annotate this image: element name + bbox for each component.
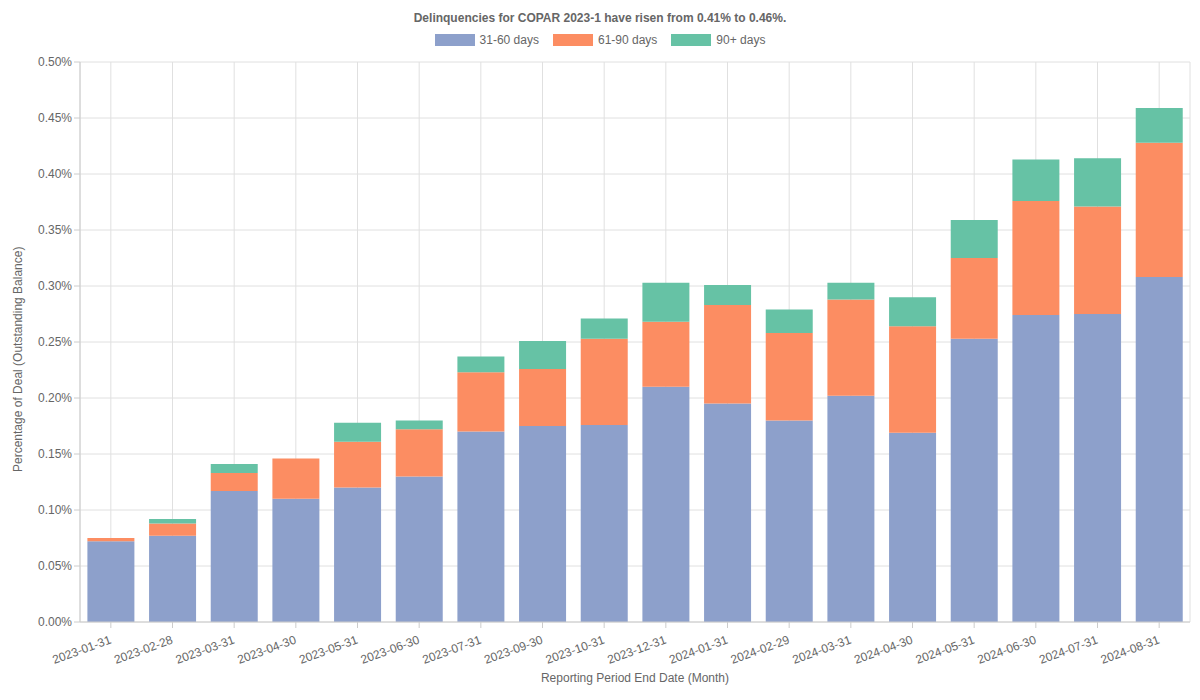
svg-text:2023-02-28: 2023-02-28: [112, 633, 175, 667]
svg-text:0.25%: 0.25%: [38, 335, 72, 349]
svg-text:2024-06-30: 2024-06-30: [975, 633, 1038, 667]
svg-text:2024-04-30: 2024-04-30: [852, 633, 915, 667]
html-text:90+ days: 90+ days: [716, 33, 766, 47]
svg-text:2023-05-31: 2023-05-31: [297, 633, 360, 667]
svg-text:0.05%: 0.05%: [38, 559, 72, 573]
svg-text:0.45%: 0.45%: [38, 111, 72, 125]
svg-text:0.40%: 0.40%: [38, 167, 72, 181]
html-text:61-90 days: 61-90 days: [598, 33, 658, 47]
svg-text:0.30%: 0.30%: [38, 279, 72, 293]
svg-text:2024-03-31: 2024-03-31: [790, 633, 853, 667]
svg-text:0.50%: 0.50%: [38, 55, 72, 69]
svg-text:0.10%: 0.10%: [38, 503, 72, 517]
svg-text:2023-09-30: 2023-09-30: [482, 633, 545, 667]
svg-text:Reporting Period End Date (Mon: Reporting Period End Date (Month): [541, 671, 729, 685]
svg-text:0.20%: 0.20%: [38, 391, 72, 405]
svg-text:2023-10-31: 2023-10-31: [544, 633, 607, 667]
svg-text:2023-01-31: 2023-01-31: [50, 633, 113, 667]
svg-text:2024-07-31: 2024-07-31: [1037, 633, 1100, 667]
svg-text:2024-05-31: 2024-05-31: [914, 633, 977, 667]
svg-text:2023-12-31: 2023-12-31: [605, 633, 668, 667]
svg-text:0.35%: 0.35%: [38, 223, 72, 237]
svg-text:2023-04-30: 2023-04-30: [235, 633, 298, 667]
svg-text:2023-06-30: 2023-06-30: [359, 633, 422, 667]
svg-text:2024-02-29: 2024-02-29: [729, 633, 792, 667]
svg-text:2023-03-31: 2023-03-31: [174, 633, 237, 667]
svg-text:0.15%: 0.15%: [38, 447, 72, 461]
svg-text:2023-07-31: 2023-07-31: [420, 633, 483, 667]
html-text:31-60 days: 31-60 days: [479, 33, 539, 47]
svg-text:Percentage of Deal (Outstandin: Percentage of Deal (Outstanding Balance): [11, 247, 25, 472]
svg-text:2024-01-31: 2024-01-31: [667, 633, 730, 667]
svg-text:2024-08-31: 2024-08-31: [1099, 633, 1162, 667]
html-text:Delinquencies for COPAR 2023-1: Delinquencies for COPAR 2023-1 have rise…: [413, 11, 787, 25]
svg-text:0.00%: 0.00%: [38, 615, 72, 629]
